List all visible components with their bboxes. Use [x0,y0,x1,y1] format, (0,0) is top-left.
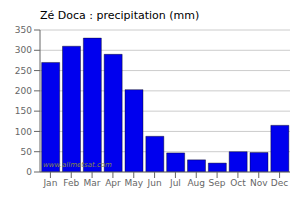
html-text:Zé Doca : precipitation (mm): Zé Doca : precipitation (mm) [40,9,200,22]
svg-text:50: 50 [21,147,33,157]
svg-text:0: 0 [26,167,32,177]
svg-text:200: 200 [15,86,32,96]
svg-text:Jun: Jun [147,178,162,188]
svg-text:300: 300 [15,45,32,55]
html-text:www.allmetsat.com: www.allmetsat.com [43,161,112,169]
svg-text:Dec: Dec [271,178,288,188]
svg-text:150: 150 [15,106,32,116]
svg-text:Nov: Nov [250,178,268,188]
svg-text:Aug: Aug [187,178,205,188]
svg-text:350: 350 [15,25,32,35]
svg-text:Sep: Sep [209,178,226,188]
svg-text:250: 250 [15,66,32,76]
svg-text:100: 100 [15,127,32,137]
svg-text:Jul: Jul [169,178,181,188]
svg-text:Feb: Feb [63,178,79,188]
svg-text:Oct: Oct [230,178,246,188]
svg-text:Jan: Jan [42,178,57,188]
svg-text:Apr: Apr [105,178,121,188]
svg-text:Mar: Mar [84,178,101,188]
svg-text:May: May [124,178,143,188]
